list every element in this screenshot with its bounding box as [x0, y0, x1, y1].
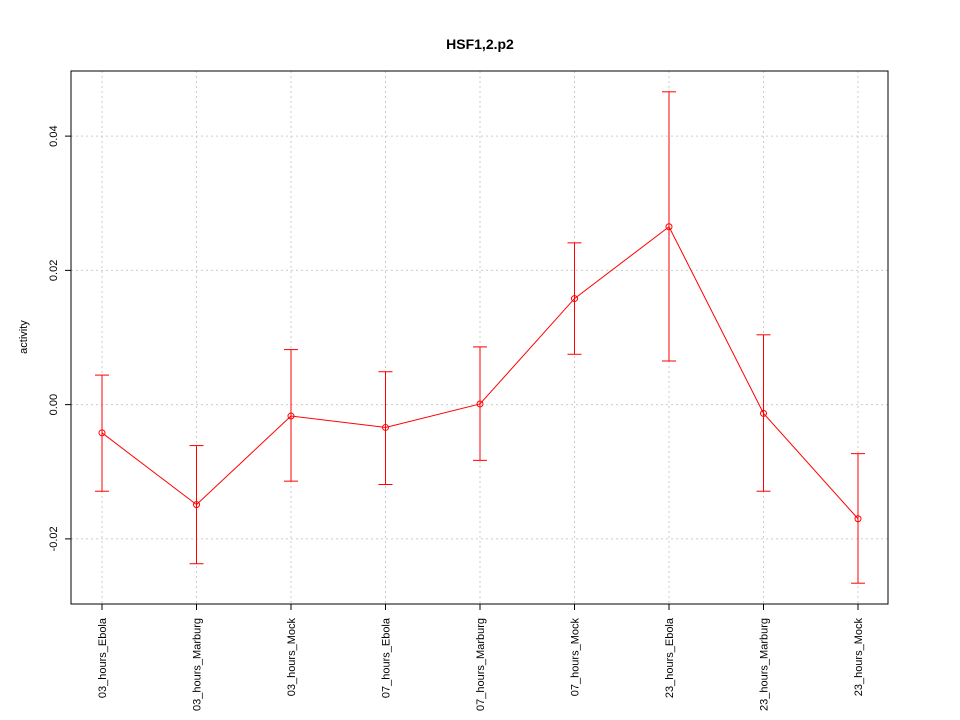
y-tick-label: 0.00 — [48, 394, 60, 415]
data-point — [382, 423, 389, 431]
data-point — [760, 409, 767, 417]
data-point — [193, 501, 200, 509]
y-tick-label: -0.02 — [48, 526, 60, 551]
x-tick-label: 07_hours_Marburg — [475, 618, 487, 711]
x-tick-label: 23_hours_Ebola — [664, 617, 676, 698]
data-point — [287, 412, 295, 420]
data-point — [98, 429, 106, 437]
x-tick-label: 23_hours_Mock — [853, 618, 865, 697]
x-tick-label: 03_hours_Mock — [286, 618, 298, 697]
plot-frame — [70, 70, 889, 605]
y-axis-label: activity — [18, 320, 30, 354]
data-point — [571, 295, 578, 303]
grid — [71, 71, 888, 604]
data-point — [476, 400, 484, 408]
x-tick-label: 03_hours_Marburg — [192, 618, 204, 711]
x-tick-label: 23_hours_Marburg — [759, 618, 771, 711]
chart-title: HSF1,2.p2 — [446, 36, 514, 52]
y-tick-label: 0.04 — [48, 125, 60, 146]
x-tick-label: 03_hours_Ebola — [97, 617, 109, 698]
data-point — [854, 515, 862, 523]
x-tick-label: 07_hours_Mock — [570, 618, 582, 697]
axes: 03_hours_Ebola 03_hours_Marburg 03_hours_M… — [48, 125, 865, 711]
data-series — [95, 91, 865, 584]
x-tick-label: 07_hours_Ebola — [381, 617, 393, 698]
data-point — [665, 223, 673, 231]
y-tick-label: 0.02 — [48, 260, 60, 281]
